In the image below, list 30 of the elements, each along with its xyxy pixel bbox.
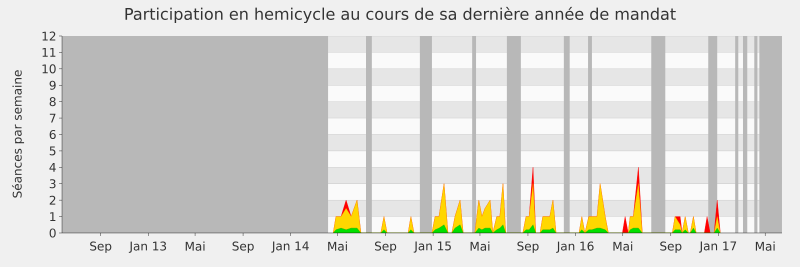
y-tick-label: 4 [49,162,56,172]
x-tick-label: Mai [613,242,632,251]
y-axis-title: Séances par semaine [12,70,24,198]
x-tick-label: Jan 13 [128,242,166,253]
y-tick-label: 9 [50,80,56,90]
y-tick-label: 1 [50,212,56,221]
x-tick-label: Mai [756,242,775,251]
y-tick-label: 5 [50,146,56,156]
y-tick-label: 10 [42,64,56,74]
x-tick-label: Jan 15 [414,242,451,253]
x-tick-label: Mai [470,242,490,251]
y-tick-label: 8 [50,97,56,106]
y-tick-label: 6 [50,130,56,140]
x-tick-label: Sep [90,242,112,253]
x-tick-label: Sep [517,242,539,253]
x-tick-label: Jan 17 [698,242,736,253]
x-tick-label: Mai [186,242,204,251]
x-tick-label: Jan 16 [556,242,594,253]
y-tick-label: 3 [50,179,56,188]
y-tick-label: 12 [42,32,56,40]
x-tick-label: Sep [232,242,254,253]
x-tick-label: Jan 14 [271,242,309,253]
x-tick-label: Sep [374,242,396,253]
y-tick-label: 2 [50,196,56,205]
y-tick-label: 0 [50,228,56,238]
y-tick-label: 7 [50,114,56,122]
x-tick-label: Mai [328,242,347,251]
x-tick-label: Sep [660,242,682,253]
chart-title: Participation en hemicycle au cours de sa dernière année de mandat [126,6,676,24]
y-tick-label: 11 [42,48,56,57]
